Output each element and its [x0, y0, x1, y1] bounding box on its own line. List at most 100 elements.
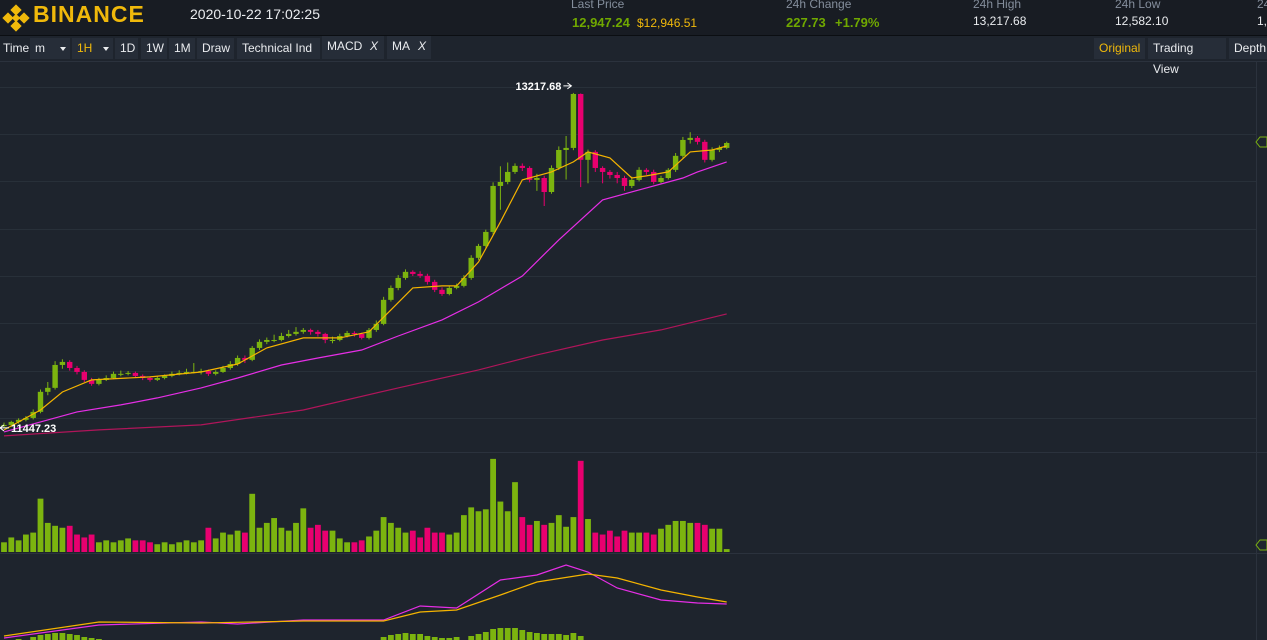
- candle-body: [534, 177, 540, 180]
- volume-bar: [263, 522, 270, 552]
- toolbar-button[interactable]: 1W: [141, 38, 167, 59]
- minute-select[interactable]: m: [30, 38, 70, 59]
- volume-bar: [59, 527, 66, 552]
- candle-body: [563, 147, 569, 150]
- indicator-close[interactable]: X: [418, 39, 427, 53]
- volume-bar: [621, 530, 628, 552]
- stat-label: 24h High: [973, 0, 1022, 11]
- candle-body: [651, 171, 657, 182]
- macd-histogram-bar: [504, 628, 511, 640]
- macd-histogram-bar: [409, 634, 416, 640]
- volume-bar: [293, 522, 299, 552]
- candle-body: [380, 299, 387, 324]
- volume-bar: [344, 542, 350, 552]
- volume-bar: [672, 520, 679, 552]
- volume-bar: [468, 507, 475, 552]
- macd-histogram-bar: [482, 632, 489, 640]
- moving-average: [3, 145, 727, 431]
- candle-body: [395, 277, 401, 288]
- candle-body: [125, 372, 131, 374]
- volume-bar: [424, 527, 431, 552]
- candle-body: [278, 336, 285, 340]
- volume-bar: [526, 524, 533, 552]
- volume-bar: [497, 501, 504, 552]
- macd-histogram-bar: [475, 634, 482, 640]
- stat-label: Last Price: [571, 0, 625, 11]
- datetime: 2020-10-22 17:02:25: [190, 6, 320, 22]
- volume-bar: [176, 542, 183, 552]
- view-tab[interactable]: Trading View: [1148, 38, 1226, 76]
- volume-bar: [723, 549, 730, 552]
- volume-bar: [482, 509, 489, 552]
- indicator-close[interactable]: X: [370, 39, 379, 53]
- candle-body: [724, 142, 730, 148]
- toolbar-button[interactable]: Time: [0, 38, 29, 59]
- volume-bar: [402, 532, 409, 552]
- volume-bar: [409, 530, 416, 552]
- candle-body: [402, 271, 409, 278]
- macd-line: [3, 573, 727, 637]
- hour-select[interactable]: 1H: [72, 38, 113, 59]
- candle-body: [526, 167, 533, 180]
- toolbar-button[interactable]: Draw: [197, 38, 234, 59]
- macd-histogram-bar: [388, 635, 394, 640]
- candle-body: [658, 177, 664, 182]
- volume-bar: [147, 542, 153, 552]
- volume-bar: [366, 536, 372, 552]
- stat-label: 24: [1257, 0, 1267, 11]
- candle-body: [67, 361, 73, 368]
- volume-bar: [555, 515, 562, 552]
- volume-bar: [439, 532, 445, 552]
- view-tab[interactable]: Original: [1094, 38, 1145, 59]
- candle-body: [541, 177, 547, 192]
- candle-body: [709, 149, 715, 160]
- view-tab[interactable]: Depth: [1229, 38, 1267, 59]
- macd-histogram-bar: [30, 637, 37, 640]
- volume-bar: [519, 517, 526, 552]
- volume-bar: [161, 542, 168, 552]
- volume-bar: [315, 524, 321, 552]
- volume-bar: [614, 536, 621, 552]
- candle-body: [8, 421, 14, 425]
- macd-histogram-bar: [490, 629, 496, 640]
- volume-bar: [701, 524, 708, 552]
- candle-body: [59, 361, 66, 365]
- indicator-label: MACD: [327, 39, 363, 53]
- candle-body: [519, 165, 525, 168]
- candle-body: [344, 332, 350, 337]
- volume-bar: [205, 527, 212, 552]
- candle-body: [548, 167, 555, 192]
- candle-body: [161, 375, 168, 379]
- candle-body: [37, 391, 44, 412]
- macd-histogram-bar: [402, 633, 409, 640]
- candle-body: [585, 151, 591, 160]
- macd-histogram-bar: [541, 634, 548, 640]
- volume-bar: [570, 517, 577, 552]
- volume-bar: [190, 542, 197, 552]
- dropdown-arrow: [60, 47, 66, 51]
- candle-body: [329, 339, 336, 341]
- volume-bar: [307, 527, 314, 552]
- logo: BINANCE: [33, 1, 145, 27]
- volume-bar: [183, 540, 190, 552]
- candle-body: [300, 329, 306, 332]
- moving-average: [3, 313, 727, 437]
- volume-bar: [709, 528, 715, 552]
- toolbar-button[interactable]: 1M: [169, 38, 195, 59]
- toolbar-button[interactable]: 1D: [115, 38, 138, 59]
- candle-body: [636, 169, 642, 180]
- macd-histogram-bar: [44, 634, 51, 640]
- volume-bar: [198, 540, 204, 552]
- volume-bar: [242, 532, 248, 552]
- candle-body: [118, 373, 124, 375]
- volume-bar: [643, 532, 650, 552]
- macd-histogram-bar: [81, 637, 88, 640]
- toolbar-button[interactable]: Technical Ind: [237, 38, 320, 59]
- volume-bar: [687, 522, 694, 552]
- macd-histogram-bar: [52, 633, 58, 640]
- volume-bar: [74, 534, 80, 552]
- logo-icon: [2, 4, 30, 32]
- candle-body: [213, 371, 219, 374]
- candle-body: [614, 174, 620, 178]
- volume-bar: [453, 532, 460, 552]
